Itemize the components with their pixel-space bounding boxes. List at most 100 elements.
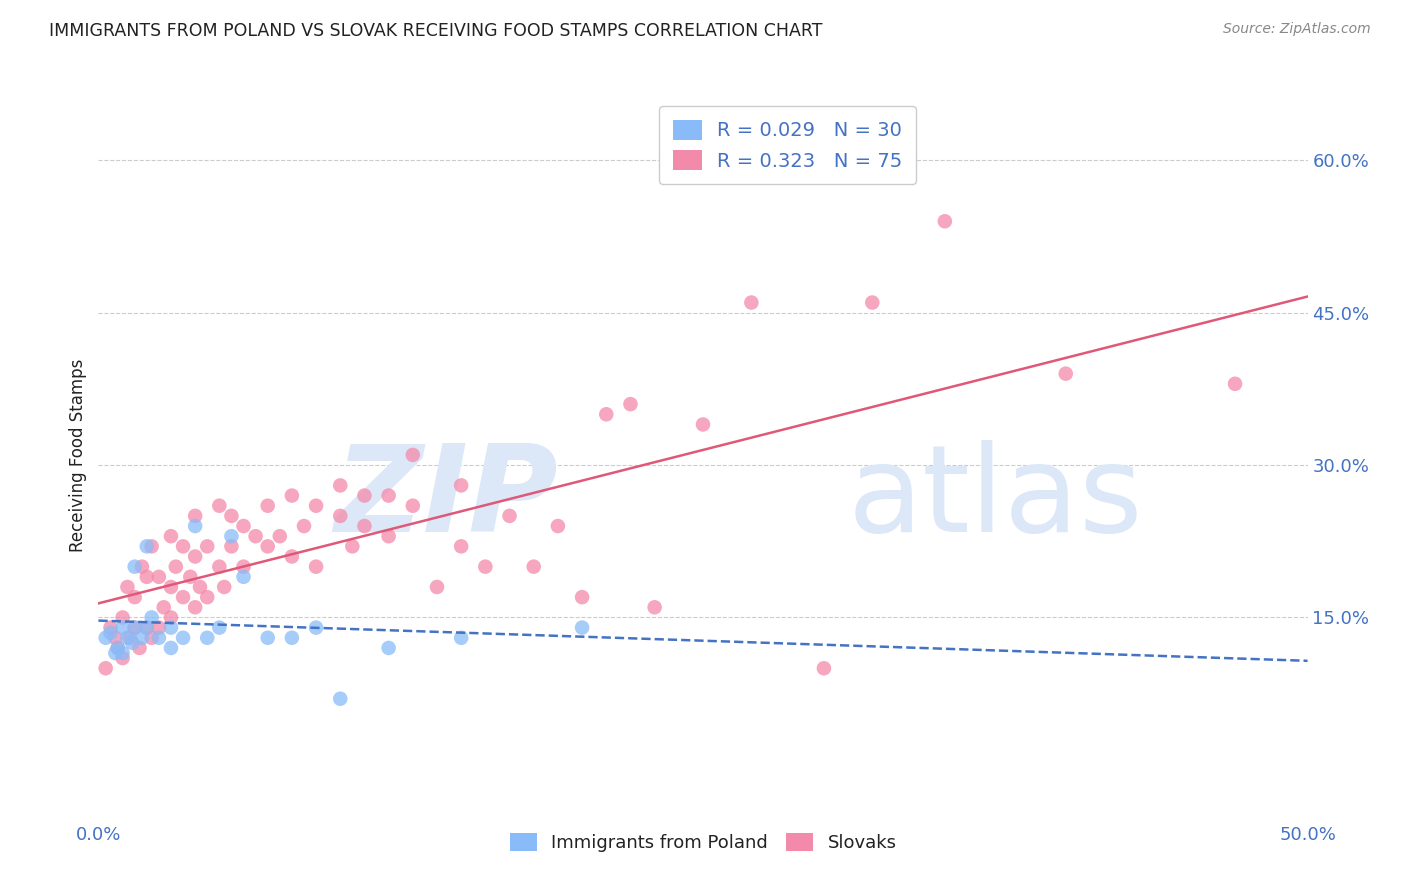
Point bbox=[377, 640, 399, 655]
Point bbox=[450, 539, 472, 553]
Point bbox=[232, 570, 254, 584]
Point bbox=[148, 631, 170, 645]
Point bbox=[100, 625, 122, 640]
Text: atlas: atlas bbox=[848, 441, 1143, 558]
Point bbox=[135, 570, 157, 584]
Point bbox=[172, 590, 194, 604]
Point bbox=[172, 631, 194, 645]
Point bbox=[124, 559, 146, 574]
Point bbox=[329, 478, 352, 492]
Legend: Immigrants from Poland, Slovaks: Immigrants from Poland, Slovaks bbox=[502, 825, 904, 859]
Point bbox=[179, 570, 201, 584]
Point bbox=[813, 661, 835, 675]
Point bbox=[353, 489, 375, 503]
Point bbox=[131, 559, 153, 574]
Point bbox=[107, 640, 129, 655]
Point bbox=[281, 489, 304, 503]
Point bbox=[212, 580, 235, 594]
Point bbox=[141, 610, 163, 624]
Y-axis label: Receiving Food Stamps: Receiving Food Stamps bbox=[69, 359, 87, 551]
Point bbox=[1223, 376, 1246, 391]
Point bbox=[131, 631, 153, 645]
Point bbox=[184, 508, 207, 523]
Point bbox=[141, 539, 163, 553]
Point bbox=[232, 559, 254, 574]
Point bbox=[135, 621, 157, 635]
Point bbox=[305, 559, 328, 574]
Point bbox=[644, 600, 666, 615]
Point bbox=[692, 417, 714, 432]
Point bbox=[256, 499, 278, 513]
Point bbox=[426, 580, 449, 594]
Point bbox=[195, 539, 218, 553]
Text: ZIP: ZIP bbox=[335, 441, 558, 558]
Point bbox=[111, 651, 134, 665]
Point bbox=[117, 631, 139, 645]
Point bbox=[619, 397, 641, 411]
Text: Source: ZipAtlas.com: Source: ZipAtlas.com bbox=[1223, 22, 1371, 37]
Point bbox=[292, 519, 315, 533]
Point bbox=[571, 621, 593, 635]
Point bbox=[1054, 367, 1077, 381]
Point bbox=[184, 519, 207, 533]
Point bbox=[232, 519, 254, 533]
Point bbox=[221, 508, 243, 523]
Point bbox=[281, 631, 304, 645]
Point bbox=[498, 508, 520, 523]
Point bbox=[160, 529, 183, 543]
Point bbox=[160, 621, 183, 635]
Point bbox=[148, 570, 170, 584]
Point bbox=[100, 621, 122, 635]
Point bbox=[135, 621, 157, 635]
Point bbox=[148, 621, 170, 635]
Point bbox=[111, 646, 134, 660]
Point bbox=[450, 631, 472, 645]
Point bbox=[377, 489, 399, 503]
Point bbox=[141, 631, 163, 645]
Point bbox=[118, 631, 141, 645]
Point bbox=[160, 640, 183, 655]
Point bbox=[208, 621, 231, 635]
Point bbox=[188, 580, 211, 594]
Text: IMMIGRANTS FROM POLAND VS SLOVAK RECEIVING FOOD STAMPS CORRELATION CHART: IMMIGRANTS FROM POLAND VS SLOVAK RECEIVI… bbox=[49, 22, 823, 40]
Point bbox=[160, 580, 183, 594]
Point bbox=[152, 600, 174, 615]
Point bbox=[377, 529, 399, 543]
Point bbox=[128, 640, 150, 655]
Point bbox=[111, 610, 134, 624]
Point bbox=[111, 621, 134, 635]
Point bbox=[281, 549, 304, 564]
Point bbox=[184, 600, 207, 615]
Point bbox=[256, 631, 278, 645]
Point bbox=[107, 640, 129, 655]
Point bbox=[571, 590, 593, 604]
Point bbox=[124, 621, 146, 635]
Point bbox=[94, 631, 117, 645]
Point bbox=[135, 539, 157, 553]
Point bbox=[165, 559, 187, 574]
Point bbox=[124, 590, 146, 604]
Point bbox=[172, 539, 194, 553]
Point bbox=[184, 549, 207, 564]
Point bbox=[104, 646, 127, 660]
Point bbox=[121, 636, 143, 650]
Point bbox=[208, 559, 231, 574]
Point bbox=[94, 661, 117, 675]
Point bbox=[305, 621, 328, 635]
Point bbox=[595, 407, 617, 421]
Point bbox=[256, 539, 278, 553]
Point bbox=[305, 499, 328, 513]
Point bbox=[221, 529, 243, 543]
Point bbox=[124, 621, 146, 635]
Point bbox=[104, 631, 127, 645]
Point bbox=[342, 539, 364, 553]
Point bbox=[221, 539, 243, 553]
Point bbox=[547, 519, 569, 533]
Point bbox=[353, 519, 375, 533]
Point bbox=[402, 499, 425, 513]
Point bbox=[117, 580, 139, 594]
Point bbox=[329, 508, 352, 523]
Point bbox=[269, 529, 291, 543]
Point bbox=[474, 559, 496, 574]
Point bbox=[208, 499, 231, 513]
